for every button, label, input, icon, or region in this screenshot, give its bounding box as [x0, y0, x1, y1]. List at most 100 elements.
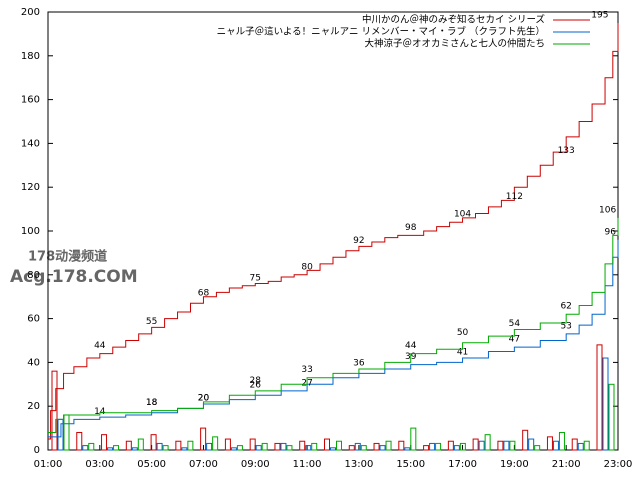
- bar: [101, 434, 108, 451]
- bar: [497, 440, 504, 451]
- bar: [255, 445, 262, 451]
- data-label: 68: [198, 289, 210, 299]
- data-label: 98: [405, 223, 417, 233]
- bar: [577, 442, 584, 451]
- bar: [63, 414, 70, 451]
- bar: [453, 445, 460, 451]
- x-tick-label: 21:00: [552, 459, 581, 470]
- legend-label: 大神涼子＠オオカミさんと七人の仲間たち: [364, 38, 545, 50]
- data-label: 26: [250, 381, 262, 391]
- data-label: 18: [146, 398, 158, 408]
- y-tick-label: 20: [27, 401, 40, 412]
- x-tick-label: 01:00: [34, 459, 63, 470]
- bar: [472, 438, 479, 451]
- bar: [82, 445, 89, 451]
- data-label: 92: [353, 236, 364, 246]
- bar: [602, 357, 609, 451]
- data-label: 47: [509, 335, 520, 345]
- bar: [360, 445, 367, 451]
- bar: [558, 431, 565, 451]
- line: [48, 22, 619, 440]
- data-label: 80: [301, 262, 313, 272]
- bar: [236, 445, 243, 451]
- data-label: 54: [509, 319, 521, 329]
- data-label: 96: [605, 227, 617, 237]
- data-label: 14: [94, 407, 106, 417]
- y-tick-label: 140: [21, 138, 40, 149]
- y-tick-label: 200: [21, 7, 40, 18]
- bar: [534, 445, 541, 451]
- bar: [459, 442, 466, 451]
- bar: [348, 445, 355, 451]
- legend-label: ニャル子＠這いよる！ニャルアニ リメンバー・マイ・ラブ （クラフト先生）: [217, 26, 545, 38]
- legend-label: 中川かのん＠神のみぞ知るセカイ シリーズ: [362, 14, 546, 26]
- x-tick-label: 15:00: [396, 459, 425, 470]
- y-tick-label: 60: [27, 314, 40, 325]
- data-label: 18: [146, 398, 158, 408]
- bar: [330, 447, 336, 451]
- bar: [88, 442, 95, 451]
- data-label: 20: [198, 394, 210, 404]
- bar: [429, 442, 436, 451]
- data-label: 20: [198, 394, 210, 404]
- bar: [528, 438, 535, 451]
- x-tick-label: 13:00: [344, 459, 373, 470]
- bar: [336, 440, 342, 451]
- watermark: Acg.178.COM: [10, 267, 138, 287]
- data-label: 133: [558, 146, 575, 156]
- y-tick-label: 0: [34, 445, 40, 456]
- bar: [261, 442, 268, 451]
- bar: [373, 442, 380, 451]
- x-tick-label: 19:00: [500, 459, 529, 470]
- bar: [608, 383, 615, 451]
- bar: [596, 344, 603, 451]
- x-tick-label: 23:00: [604, 459, 633, 470]
- data-label: 112: [506, 192, 523, 202]
- bar: [230, 447, 237, 451]
- data-label: 41: [457, 348, 468, 358]
- bar: [286, 445, 293, 451]
- data-label: 53: [560, 321, 571, 331]
- y-tick-label: 80: [27, 270, 40, 281]
- bar: [522, 429, 529, 451]
- data-label: 55: [146, 317, 157, 327]
- y-tick-label: 120: [21, 182, 40, 193]
- x-tick-label: 11:00: [293, 459, 322, 470]
- bar: [423, 445, 430, 451]
- bar: [583, 440, 590, 451]
- x-tick-label: 17:00: [448, 459, 477, 470]
- bar: [162, 445, 169, 451]
- x-tick-label: 07:00: [189, 459, 218, 470]
- bar: [280, 442, 287, 451]
- bar: [200, 427, 207, 451]
- bar: [187, 440, 194, 451]
- bar: [212, 436, 219, 451]
- bar: [175, 440, 182, 451]
- bar: [125, 440, 132, 451]
- bar: [156, 442, 163, 451]
- y-tick-label: 100: [21, 226, 40, 237]
- bar: [435, 442, 442, 451]
- bar: [224, 438, 231, 451]
- data-label: 36: [353, 359, 365, 369]
- bar: [546, 436, 553, 451]
- bar: [76, 431, 83, 451]
- bar: [274, 442, 281, 451]
- bar: [447, 440, 454, 451]
- bar: [299, 440, 306, 451]
- data-label: 104: [454, 210, 471, 220]
- line: [48, 217, 619, 433]
- bar: [354, 442, 361, 451]
- bar: [503, 440, 510, 451]
- bar: [150, 434, 157, 451]
- x-tick-label: 03:00: [85, 459, 114, 470]
- y-tick-label: 180: [21, 51, 40, 62]
- bar: [478, 440, 485, 451]
- y-tick-label: 40: [27, 357, 40, 368]
- watermark: 178动漫频道: [28, 249, 107, 265]
- bar: [305, 445, 312, 451]
- data-label: 33: [301, 365, 312, 375]
- data-label: 106: [599, 205, 616, 215]
- bar: [379, 445, 386, 451]
